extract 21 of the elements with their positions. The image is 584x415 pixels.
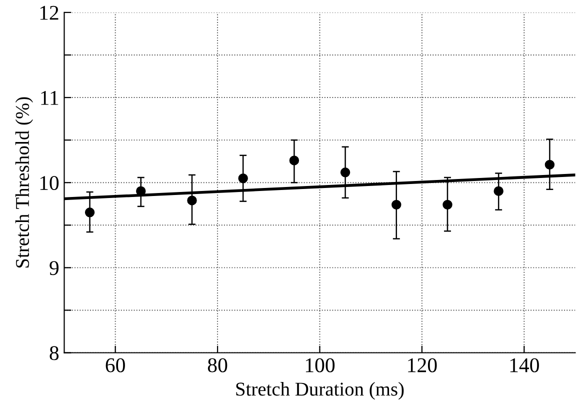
x-tick-label: 140	[510, 358, 539, 372]
y-tick-label: 9	[50, 261, 59, 276]
point	[340, 168, 350, 178]
point	[238, 173, 248, 184]
point	[544, 160, 555, 170]
x-tick-label: 60	[106, 358, 125, 372]
y-tick-label: 11	[41, 91, 58, 105]
x-tick-label: 120	[408, 358, 437, 372]
x-tick-label: 100	[306, 358, 335, 372]
point	[187, 196, 197, 206]
y-tick-label: 12	[40, 6, 58, 20]
y-tick-label: 8	[50, 346, 59, 360]
point	[494, 186, 504, 196]
x-tick-label: 80	[208, 358, 228, 372]
point	[442, 200, 452, 210]
y-tick-label: 10	[40, 176, 59, 190]
point	[289, 156, 300, 166]
point	[392, 200, 402, 210]
x-axis-title: Stretch Duration (ms)	[236, 382, 404, 400]
point	[84, 208, 95, 218]
y-axis-title: Stretch Threshold (%)	[15, 97, 33, 268]
